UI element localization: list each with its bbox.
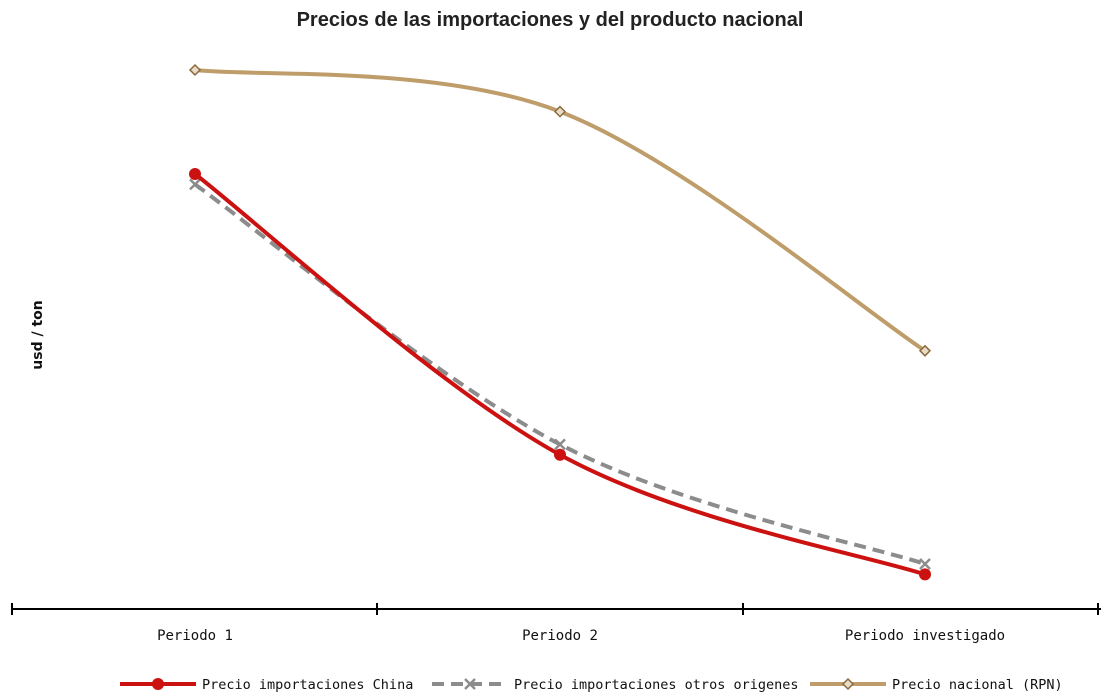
y-axis-label: usd / ton	[30, 300, 46, 369]
legend-marker	[152, 678, 164, 690]
legend-label: Precio importaciones China	[202, 677, 413, 692]
data-point-precio-nacional-rpn-1	[553, 105, 567, 118]
data-point-precio-nacional-rpn-2	[918, 344, 932, 357]
data-point-precio-importaciones-otros-origenes-2	[919, 558, 931, 570]
series-line-precio-importaciones-china	[193, 172, 927, 577]
data-point-precio-nacional-rpn-0	[188, 63, 202, 77]
legend: Precio importaciones China Precio importa…	[120, 677, 1063, 692]
legend-item-precio-importaciones-otros-origenes: Precio importaciones otros origenes	[432, 677, 798, 692]
legend-item-precio-importaciones-china: Precio importaciones China	[120, 677, 413, 692]
series-precio-importaciones-china	[189, 168, 931, 581]
data-point-precio-importaciones-otros-origenes-1	[554, 438, 566, 451]
legend-marker	[464, 678, 476, 690]
category-label-periodo-1: Periodo 1	[157, 628, 233, 644]
x-axis-ticks	[11, 603, 1099, 615]
series-precio-nacional-rpn	[188, 63, 932, 357]
data-point-precio-importaciones-otros-origenes-0	[189, 178, 201, 191]
legend-label: Precio importaciones otros origenes	[514, 677, 798, 692]
data-point-precio-importaciones-china-2	[919, 568, 931, 581]
legend-label: Precio nacional (RPN)	[892, 677, 1063, 692]
category-label-periodo-2: Periodo 2	[522, 628, 598, 644]
series-line-precio-importaciones-otros-origenes	[193, 182, 926, 566]
category-label-periodo-investigado: Periodo investigado	[845, 628, 1005, 644]
data-point-precio-importaciones-china-0	[189, 168, 201, 180]
series-lines	[188, 63, 932, 581]
x-axis-tick-labels: Periodo 1 Periodo 2 Periodo investigado	[157, 628, 1005, 644]
legend-marker	[841, 677, 855, 691]
series-precio-importaciones-otros-origenes	[189, 178, 931, 570]
data-point-precio-importaciones-china-1	[554, 448, 566, 461]
legend-item-precio-nacional-rpn: Precio nacional (RPN)	[810, 677, 1063, 692]
chart-title: Precios de las importaciones y del produ…	[297, 9, 804, 31]
